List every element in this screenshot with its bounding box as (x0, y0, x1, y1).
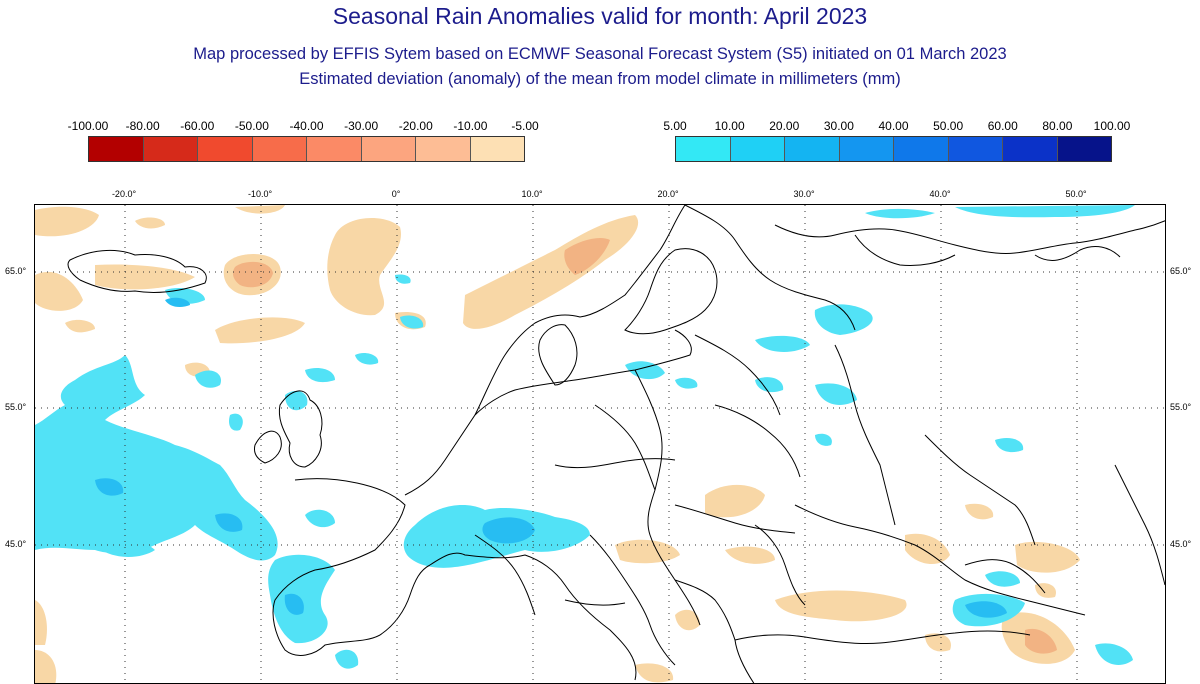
legend-positive-swatch (1003, 137, 1058, 161)
legend-positive-swatch (785, 137, 840, 161)
latitude-label-left: 65.0° (5, 266, 27, 276)
legend-label: 20.00 (769, 119, 800, 133)
legend-label: -100.00 (67, 119, 109, 133)
latitude-label-left: 55.0° (5, 402, 27, 412)
legend-positive-swatch (839, 137, 894, 161)
legend-label: -40.00 (289, 119, 324, 133)
legend-label: -30.00 (344, 119, 379, 133)
legend-label: 5.00 (663, 119, 687, 133)
legend-label: 40.00 (878, 119, 909, 133)
legend-label: -5.00 (511, 119, 539, 133)
legend-negative-swatch (89, 137, 144, 161)
legend-negative-swatch (361, 137, 416, 161)
legend-label: -50.00 (234, 119, 269, 133)
latitude-label-left: 45.0° (5, 539, 27, 549)
coastlines (67, 205, 1165, 683)
legend-negative-swatch (416, 137, 471, 161)
legend-label: 100.00 (1093, 119, 1131, 133)
longitude-label: 30.0° (793, 189, 815, 199)
graticule (35, 205, 1165, 683)
map-subtitle-source: Map processed by EFFIS Sytem based on EC… (193, 45, 1007, 63)
latitude-label-right: 65.0° (1170, 266, 1192, 276)
longitude-label: -10.0° (247, 189, 273, 199)
legend-negative-swatch (470, 137, 524, 161)
legend-label: 50.00 (933, 119, 964, 133)
legend-negative-swatch (198, 137, 253, 161)
latitude-label-right: 55.0° (1170, 402, 1192, 412)
legend-label: -80.00 (125, 119, 160, 133)
anomaly-map (34, 204, 1166, 684)
legend-positive-swatch (894, 137, 949, 161)
map-canvas (35, 205, 1165, 683)
wet-anomaly-areas (35, 205, 1135, 669)
legend-negative-swatch (143, 137, 198, 161)
longitude-label: 20.0° (657, 189, 679, 199)
latitude-label-right: 45.0° (1170, 539, 1192, 549)
legend-label: 60.00 (987, 119, 1018, 133)
longitude-label: 0° (391, 189, 401, 199)
legend-negative-swatch (307, 137, 362, 161)
strong-dry-anomaly-areas (232, 238, 1057, 654)
longitude-label: -20.0° (111, 189, 137, 199)
legend-positive-swatch (948, 137, 1003, 161)
legend-positive-scale (675, 136, 1112, 162)
legend-negative-scale (88, 136, 525, 162)
legend-negative-swatch (252, 137, 307, 161)
dry-anomaly-areas (35, 205, 1080, 683)
map-subtitle-units: Estimated deviation (anomaly) of the mea… (299, 70, 901, 88)
legend-positive-swatch (1057, 137, 1111, 161)
legend-label: -10.00 (453, 119, 488, 133)
legend-label: -20.00 (398, 119, 433, 133)
legend-positive-swatch (730, 137, 785, 161)
legend-label: 80.00 (1042, 119, 1073, 133)
longitude-label: 40.0° (929, 189, 951, 199)
legend-label: 30.00 (823, 119, 854, 133)
longitude-label: 10.0° (521, 189, 543, 199)
longitude-label: 50.0° (1065, 189, 1087, 199)
legend-label: 10.00 (714, 119, 745, 133)
map-title: Seasonal Rain Anomalies valid for month:… (332, 3, 868, 29)
legend-label: -60.00 (180, 119, 215, 133)
legend-positive-swatch (676, 137, 731, 161)
strong-wet-anomaly-areas (95, 297, 1007, 618)
